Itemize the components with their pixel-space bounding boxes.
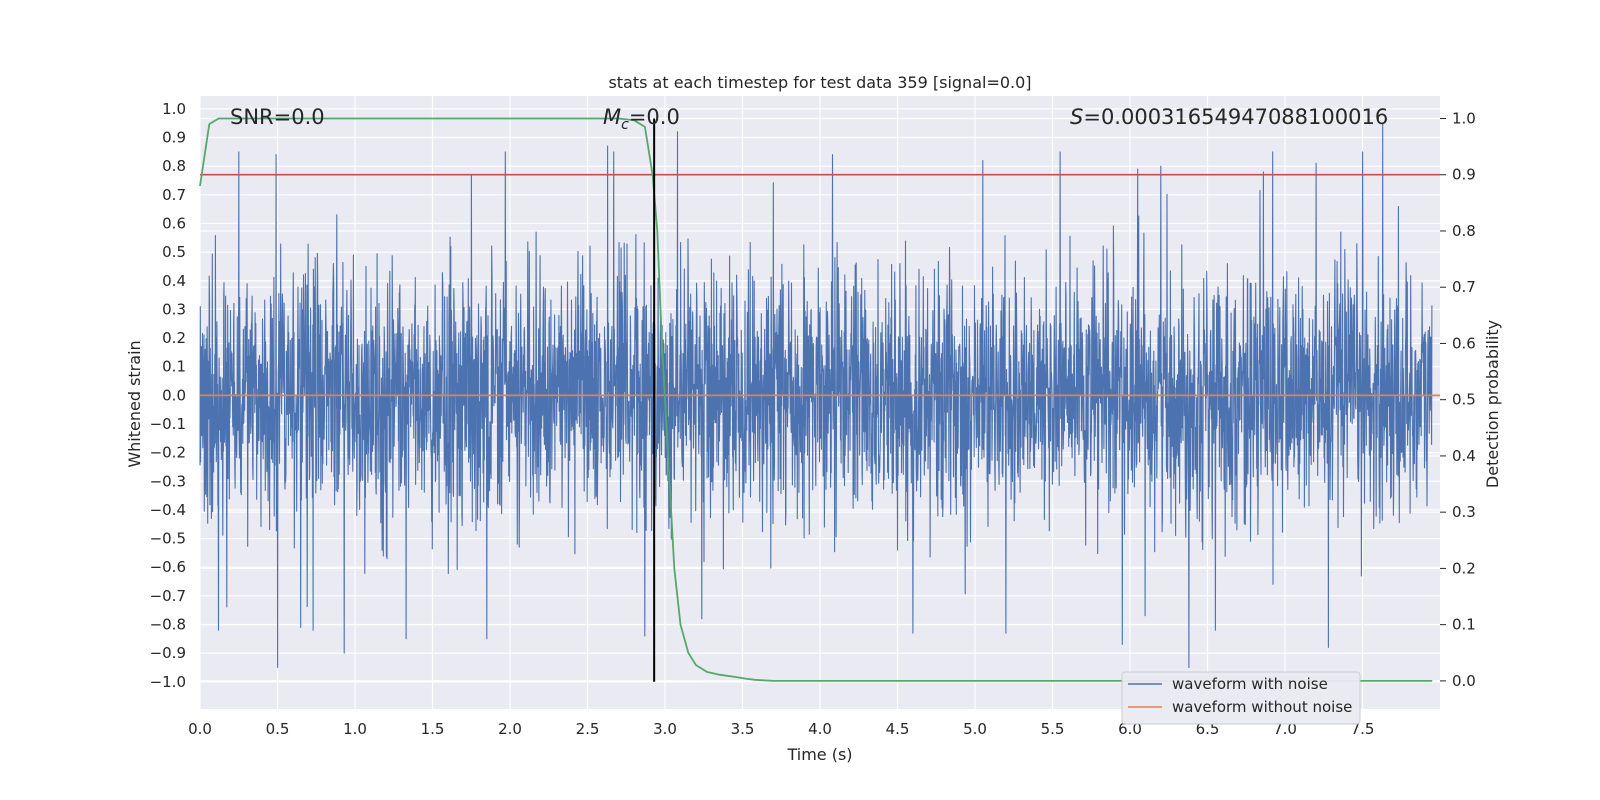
y-tick-label: 0.4 [162, 272, 186, 290]
x-tick-label: 3.5 [731, 720, 755, 738]
x-tick-label: 2.5 [576, 720, 600, 738]
y-axis-label: Whitened strain [125, 340, 144, 467]
chirp-mass-annotation: Mc=0.0 [603, 105, 680, 133]
y-tick-label: 1.0 [162, 100, 186, 118]
x-tick-label: 0.0 [188, 720, 212, 738]
y-tick-label: −0.3 [150, 472, 186, 490]
probability-line [199, 117, 1433, 682]
legend-label-noise: waveform with noise [1172, 675, 1328, 693]
y-tick-label: 0.8 [162, 157, 186, 175]
y2-tick-label: 0.2 [1452, 559, 1476, 577]
y2-tick-label: 0.0 [1452, 672, 1476, 690]
y-tick-label: −0.4 [150, 501, 186, 519]
legend-label-clean: waveform without noise [1172, 698, 1352, 716]
snr-annotation: SNR=0.0 [230, 105, 325, 129]
left-tick-labels: 1.0 0.9 0.8 0.7 0.6 0.5 0.4 0.3 0.2 0.1 0.0 −0.1 −0.… [150, 100, 186, 691]
y2-tick-label: 0.5 [1452, 391, 1476, 409]
right-tick-labels: 1.0 0.9 0.8 0.7 0.6 0.5 0.4 0.3 0.2 0.1 0.0 [1440, 109, 1476, 690]
s-symbol: S [1070, 105, 1083, 129]
y2-tick-label: 0.6 [1452, 334, 1476, 352]
x-axis-label: Time (s) [786, 745, 852, 764]
x-tick-label: 1.0 [343, 720, 367, 738]
legend: waveform with noise waveform without noi… [1121, 671, 1361, 725]
noise-line [199, 122, 1433, 669]
y-tick-label: 0.9 [162, 129, 186, 147]
y2-tick-label: 1.0 [1452, 109, 1476, 127]
y-tick-label: −0.1 [150, 415, 186, 433]
x-tick-label: 1.5 [421, 720, 445, 738]
y2-tick-label: 0.4 [1452, 447, 1476, 465]
y-tick-label: −0.6 [150, 558, 186, 576]
x-tick-label: 4.5 [886, 720, 910, 738]
y-tick-label: −0.9 [150, 644, 186, 662]
y-tick-label: 0.5 [162, 243, 186, 261]
y2-tick-label: 0.9 [1452, 166, 1476, 184]
chirp-mass-symbol: M [603, 105, 621, 129]
y-tick-label: 0.7 [162, 186, 186, 204]
y-tick-label: −1.0 [150, 673, 186, 691]
legend-box [1121, 671, 1361, 725]
s-annotation: S=0.00031654947088100016 [1070, 105, 1388, 129]
s-value: =0.00031654947088100016 [1083, 105, 1388, 129]
y-tick-label: 0.0 [162, 386, 186, 404]
y-tick-label: 0.1 [162, 358, 186, 376]
y2-tick-label: 0.7 [1452, 278, 1476, 296]
x-tick-label: 0.5 [266, 720, 290, 738]
chirp-mass-subscript: c [621, 117, 629, 133]
y2-tick-label: 0.8 [1452, 222, 1476, 240]
y-tick-label: 0.6 [162, 214, 186, 232]
y2-axis-label: Detection probability [1483, 320, 1502, 488]
y-tick-label: 0.2 [162, 329, 186, 347]
y-tick-label: −0.7 [150, 587, 186, 605]
y-tick-label: 0.3 [162, 300, 186, 318]
y-tick-label: −0.5 [150, 530, 186, 548]
x-tick-label: 4.0 [808, 720, 832, 738]
y-tick-label: −0.8 [150, 615, 186, 633]
x-tick-label: 3.0 [653, 720, 677, 738]
y2-tick-label: 0.3 [1452, 503, 1476, 521]
chart-title: stats at each timestep for test data 359… [608, 73, 1031, 92]
x-tick-label: 5.5 [1041, 720, 1065, 738]
x-tick-label: 2.0 [498, 720, 522, 738]
y2-tick-label: 0.1 [1452, 616, 1476, 634]
series-waveform-with-noise [199, 122, 1433, 669]
series-detection-probability [199, 117, 1433, 682]
chirp-mass-value: =0.0 [629, 105, 680, 129]
x-tick-label: 5.0 [963, 720, 987, 738]
y-tick-label: −0.2 [150, 444, 186, 462]
